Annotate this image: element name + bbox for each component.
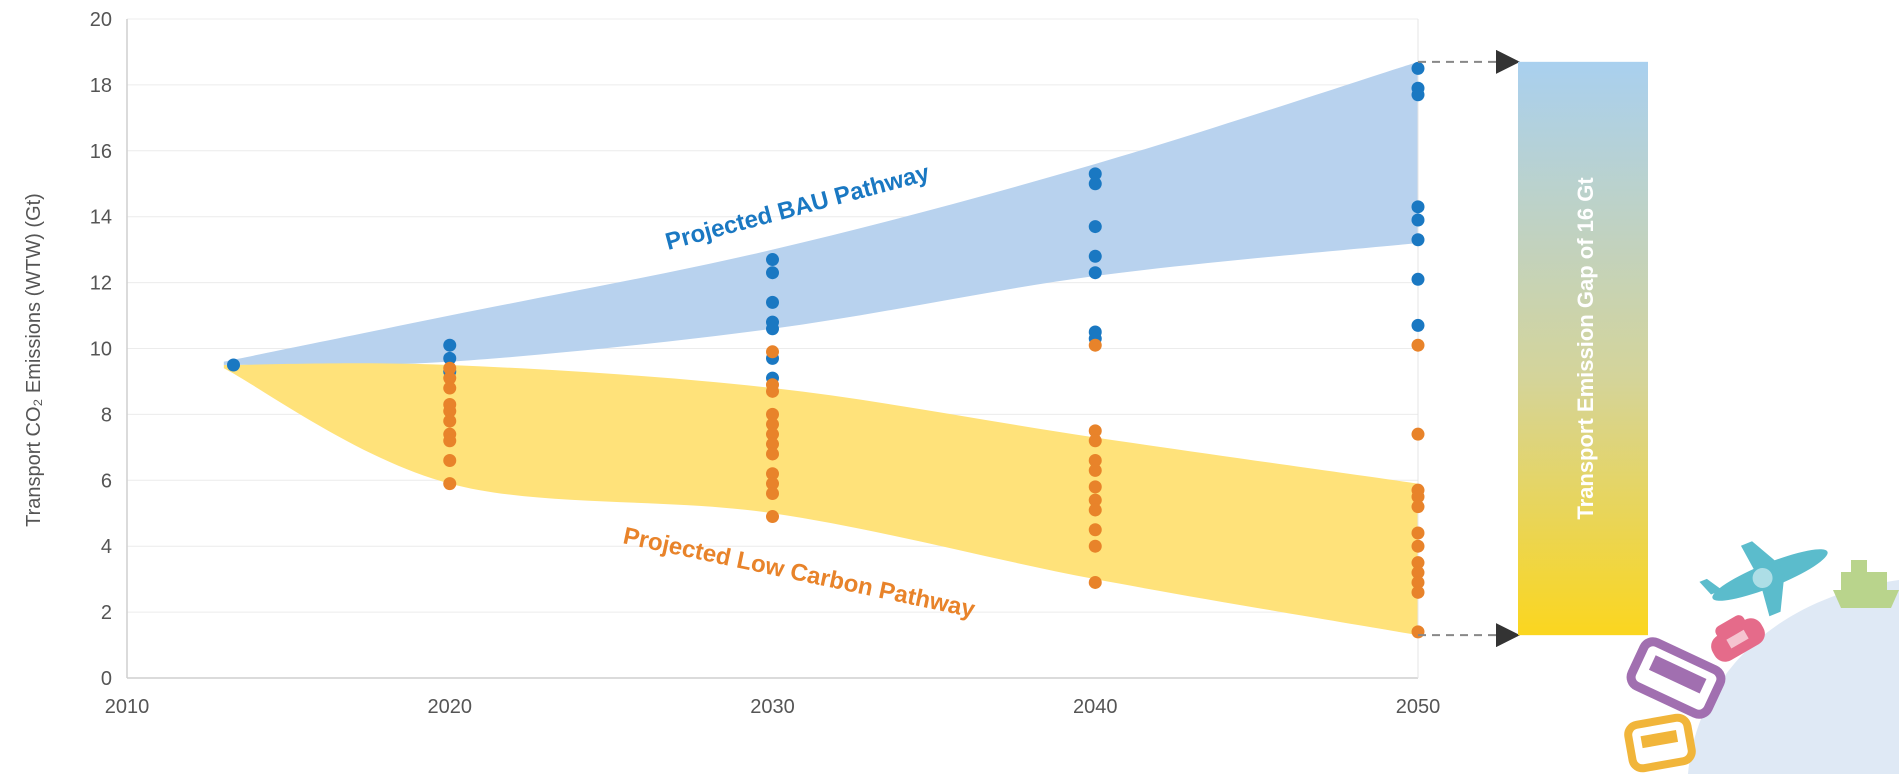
low-carbon-data-point xyxy=(443,371,457,385)
low-carbon-data-point xyxy=(443,404,457,418)
low-carbon-data-point xyxy=(443,477,457,491)
x-tick-label: 2040 xyxy=(1073,696,1118,718)
y-tick-label: 14 xyxy=(90,207,112,229)
low-carbon-data-point xyxy=(1088,575,1102,589)
low-carbon-data-point xyxy=(1088,503,1102,517)
transport-decoration xyxy=(1624,541,1899,774)
ship-icon xyxy=(1833,560,1899,608)
airplane-icon xyxy=(1699,541,1828,617)
bau-data-point xyxy=(1411,200,1425,214)
low-carbon-data-point xyxy=(766,447,779,461)
low-carbon-data-point xyxy=(443,361,457,375)
bau-data-point xyxy=(1411,61,1425,75)
bau-data-point xyxy=(766,253,779,267)
low-carbon-data-point xyxy=(766,477,779,491)
low-carbon-data-point xyxy=(1411,566,1425,580)
low-carbon-data-point xyxy=(766,384,779,398)
low-carbon-data-point xyxy=(1411,500,1425,514)
bau-pathway-band xyxy=(223,61,1419,366)
bau-data-point xyxy=(1411,88,1425,102)
bau-data-point xyxy=(1411,318,1425,332)
low-carbon-data-point xyxy=(766,407,779,421)
x-tick-label: 2030 xyxy=(750,696,795,718)
low-carbon-data-point xyxy=(1411,625,1425,639)
pathway-bands xyxy=(223,61,1419,636)
gap-gradient-bar xyxy=(1518,61,1648,636)
low-carbon-data-point xyxy=(1411,427,1425,441)
y-tick-label: 12 xyxy=(90,273,112,295)
bau-data-point xyxy=(1411,233,1425,247)
low-carbon-data-point xyxy=(1088,424,1102,438)
bus-icon xyxy=(1626,637,1726,719)
low-carbon-data-point xyxy=(1088,463,1102,477)
low-carbon-data-point xyxy=(443,434,457,448)
low-carbon-data-point xyxy=(1411,526,1425,540)
low-carbon-data-point xyxy=(766,427,779,441)
low-carbon-data-point xyxy=(1088,480,1102,494)
bau-data-point xyxy=(1411,213,1425,227)
car-icon xyxy=(1711,615,1765,662)
bau-data-point xyxy=(1088,167,1102,181)
y-axis-ticks: 0 2 4 6 8 10 12 14 16 18 20 xyxy=(90,9,112,690)
bau-data-point xyxy=(1088,266,1102,280)
bau-data-point xyxy=(1088,177,1102,191)
y-tick-label: 16 xyxy=(90,141,112,163)
low-carbon-data-point xyxy=(1411,575,1425,589)
decorative-arc xyxy=(1688,580,1899,774)
low-carbon-data-point xyxy=(1088,338,1102,352)
x-tick-label: 2020 xyxy=(428,696,473,718)
bau-data-point xyxy=(1088,249,1102,263)
low-carbon-data-point xyxy=(1088,523,1102,537)
low-carbon-data-point xyxy=(1411,556,1425,570)
low-carbon-data-point xyxy=(1411,490,1425,504)
y-axis-label: Transport CO₂ Emissions (WTW) (Gt) xyxy=(23,193,45,527)
gap-label: Transport Emission Gap of 16 Gt xyxy=(1573,177,1598,520)
bau-data-point xyxy=(227,358,241,372)
low-carbon-data-point xyxy=(766,467,779,481)
y-tick-label: 0 xyxy=(101,668,112,690)
y-tick-label: 2 xyxy=(101,602,112,624)
emission-gap-indicator: Transport Emission Gap of 16 Gt xyxy=(1418,49,1648,648)
bau-data-point xyxy=(766,266,779,280)
low-carbon-data-point xyxy=(766,417,779,431)
low-carbon-data-point xyxy=(766,437,779,451)
low-carbon-data-point xyxy=(766,345,779,359)
low-carbon-data-point xyxy=(1088,539,1102,553)
y-tick-label: 10 xyxy=(90,339,112,361)
low-carbon-data-point xyxy=(1411,338,1425,352)
y-tick-label: 4 xyxy=(101,536,112,558)
bau-data-point xyxy=(766,295,779,309)
bau-data-point xyxy=(443,338,457,352)
x-tick-label: 2010 xyxy=(105,696,150,718)
low-carbon-data-point xyxy=(1088,434,1102,448)
y-tick-label: 6 xyxy=(101,470,112,492)
low-carbon-data-point xyxy=(1411,539,1425,553)
data-points xyxy=(227,61,1425,639)
low-carbon-data-point xyxy=(443,381,457,395)
low-carbon-data-point xyxy=(1411,585,1425,599)
y-tick-label: 8 xyxy=(101,404,112,426)
low-carbon-data-point xyxy=(443,414,457,428)
low-carbon-data-point xyxy=(766,486,779,500)
bau-data-point xyxy=(1411,272,1425,286)
x-tick-label: 2050 xyxy=(1396,696,1441,718)
y-tick-label: 18 xyxy=(90,75,112,97)
train-icon xyxy=(1624,713,1696,773)
low-carbon-data-point xyxy=(766,510,779,524)
low-carbon-data-point xyxy=(1088,454,1102,468)
x-axis-ticks: 2010 2020 2030 2040 2050 xyxy=(105,696,1441,718)
low-carbon-pathway-band xyxy=(223,363,1419,636)
y-tick-label: 20 xyxy=(90,9,112,31)
bau-data-point xyxy=(766,322,779,336)
bau-data-point xyxy=(1088,220,1102,234)
bau-data-point xyxy=(443,351,457,365)
low-carbon-data-point xyxy=(443,454,457,468)
low-carbon-data-point xyxy=(1088,493,1102,507)
